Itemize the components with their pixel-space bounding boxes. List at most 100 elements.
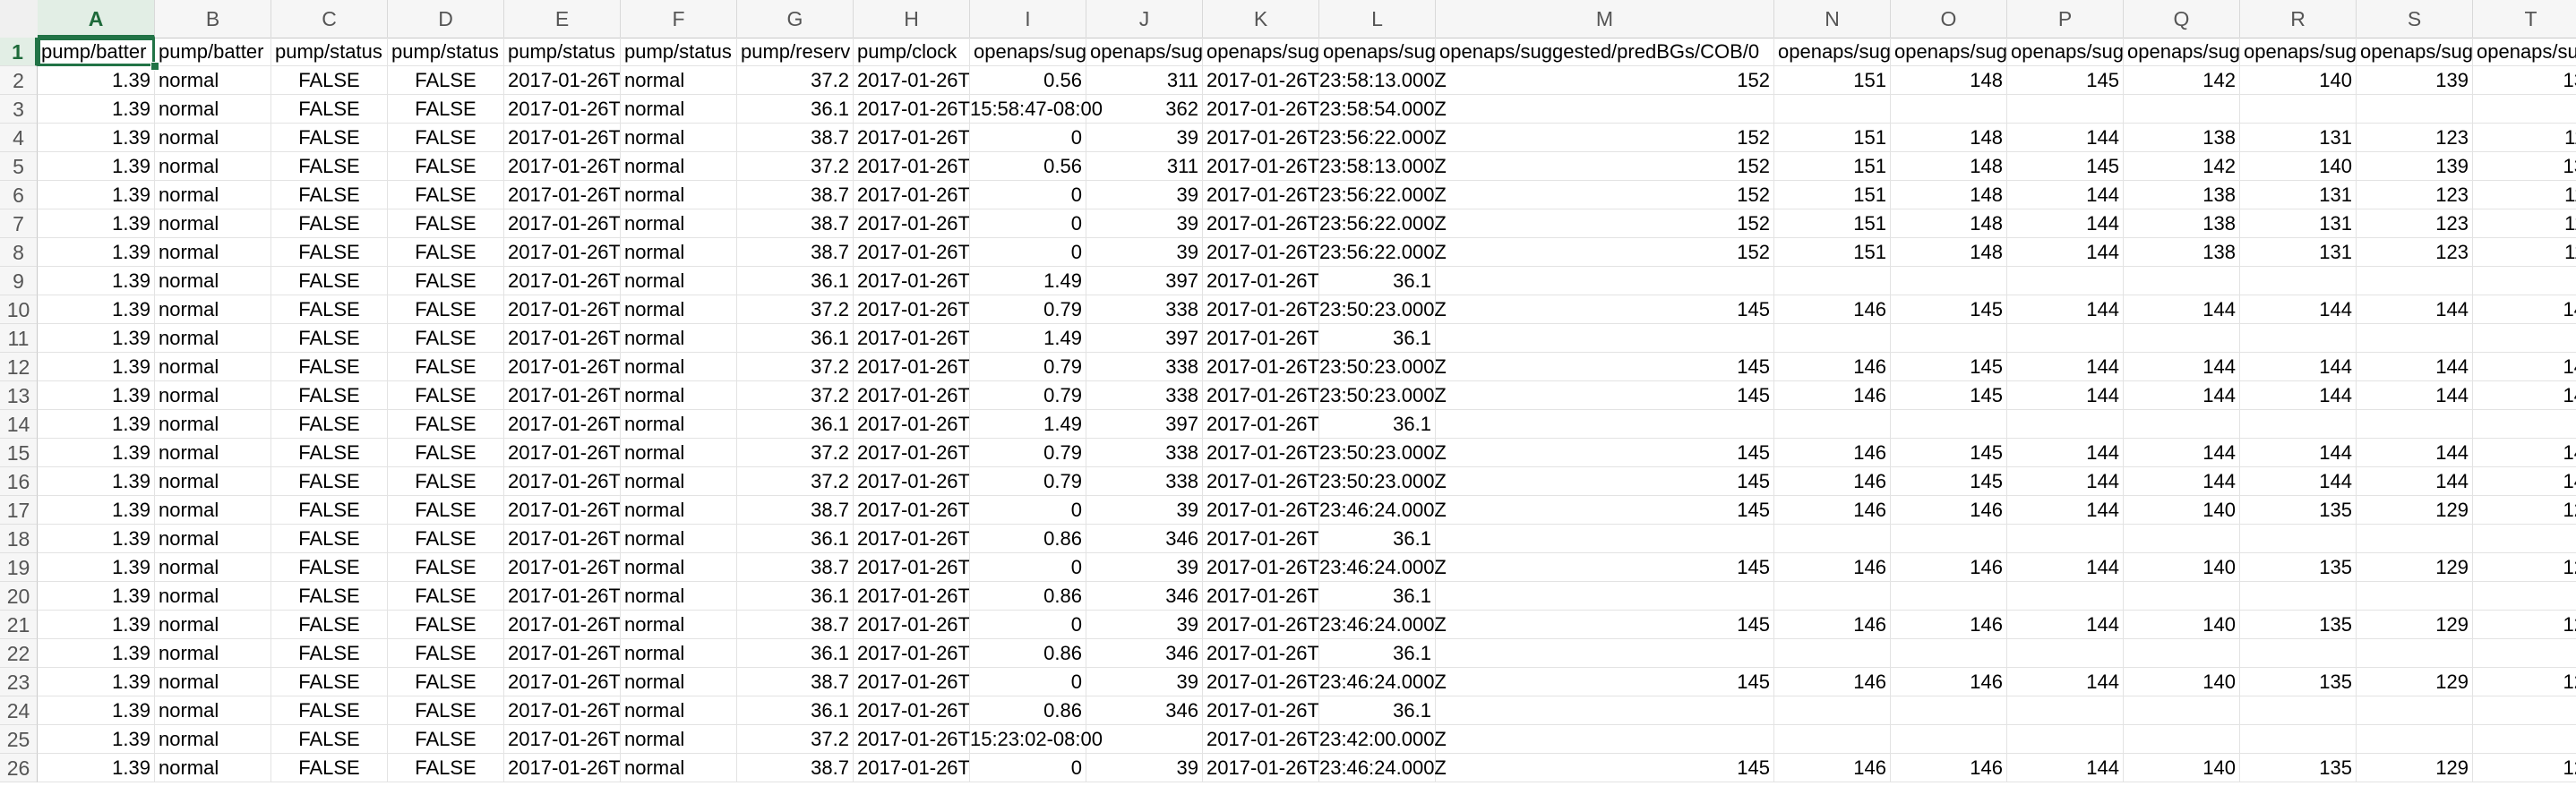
cell-q19[interactable]: 140 [2124, 553, 2240, 582]
cell-i20[interactable]: 0.86 [970, 582, 1086, 611]
cell-s21[interactable]: 129 [2357, 611, 2473, 639]
row-header-15[interactable]: 15 [0, 439, 38, 467]
cell-c17[interactable]: FALSE [271, 496, 388, 525]
cell-c2[interactable]: FALSE [271, 66, 388, 95]
cell-i18[interactable]: 0.86 [970, 525, 1086, 553]
cell-t13[interactable]: 14 [2473, 381, 2576, 410]
cell-a24[interactable]: 1.39 [38, 696, 155, 725]
cell-p8[interactable]: 144 [2007, 238, 2124, 267]
cell-c22[interactable]: FALSE [271, 639, 388, 668]
cell-i12[interactable]: 0.79 [970, 353, 1086, 381]
cell-d20[interactable]: FALSE [388, 582, 504, 611]
column-header-a[interactable]: A [38, 0, 155, 38]
column-header-h[interactable]: H [854, 0, 970, 38]
cell-t5[interactable]: 13 [2473, 152, 2576, 181]
cell-q7[interactable]: 138 [2124, 209, 2240, 238]
row-header-22[interactable]: 22 [0, 639, 38, 668]
cell-k25[interactable]: 2017-01-26T23:42:00.000Z [1203, 725, 1447, 754]
cell-l22[interactable]: 36.1 [1319, 639, 1436, 668]
cell-r18[interactable] [2240, 525, 2357, 553]
cell-p5[interactable]: 145 [2007, 152, 2124, 181]
cell-b10[interactable]: normal [155, 295, 271, 324]
cell-s10[interactable]: 144 [2357, 295, 2473, 324]
header-cell-b[interactable]: pump/batter [155, 38, 271, 66]
cell-c7[interactable]: FALSE [271, 209, 388, 238]
column-header-c[interactable]: C [271, 0, 388, 38]
cell-q8[interactable]: 138 [2124, 238, 2240, 267]
cell-p15[interactable]: 144 [2007, 439, 2124, 467]
cell-a25[interactable]: 1.39 [38, 725, 155, 754]
cell-q6[interactable]: 138 [2124, 181, 2240, 209]
cell-j18[interactable]: 346 [1086, 525, 1203, 553]
cell-s24[interactable] [2357, 696, 2473, 725]
cell-j12[interactable]: 338 [1086, 353, 1203, 381]
cell-m3[interactable] [1436, 95, 1774, 124]
cell-j22[interactable]: 346 [1086, 639, 1203, 668]
cell-t15[interactable]: 14 [2473, 439, 2576, 467]
cell-f5[interactable]: normal [621, 152, 737, 181]
cell-g23[interactable]: 38.7 [737, 668, 854, 696]
cell-r7[interactable]: 131 [2240, 209, 2357, 238]
row-header-3[interactable]: 3 [0, 95, 38, 124]
cell-h11[interactable]: 2017-01-26T [854, 324, 970, 353]
row-header-10[interactable]: 10 [0, 295, 38, 324]
cell-q14[interactable] [2124, 410, 2240, 439]
cell-f26[interactable]: normal [621, 754, 737, 782]
cell-n18[interactable] [1774, 525, 1891, 553]
cell-n8[interactable]: 151 [1774, 238, 1891, 267]
cell-s20[interactable] [2357, 582, 2473, 611]
cell-e3[interactable]: 2017-01-26T [504, 95, 621, 124]
header-cell-q[interactable]: openaps/sug [2124, 38, 2240, 66]
cell-m25[interactable] [1436, 725, 1774, 754]
column-header-e[interactable]: E [504, 0, 621, 38]
header-cell-i[interactable]: openaps/sug [970, 38, 1086, 66]
cell-q2[interactable]: 142 [2124, 66, 2240, 95]
cell-m11[interactable] [1436, 324, 1774, 353]
cell-l25[interactable] [1319, 725, 1436, 754]
cell-i24[interactable]: 0.86 [970, 696, 1086, 725]
cell-l18[interactable]: 36.1 [1319, 525, 1436, 553]
cell-n3[interactable] [1774, 95, 1891, 124]
cell-p26[interactable]: 144 [2007, 754, 2124, 782]
cell-m21[interactable]: 145 [1436, 611, 1774, 639]
cell-g4[interactable]: 38.7 [737, 124, 854, 152]
cell-b20[interactable]: normal [155, 582, 271, 611]
cell-l3[interactable] [1319, 95, 1436, 124]
cell-s4[interactable]: 123 [2357, 124, 2473, 152]
cell-l6[interactable] [1319, 181, 1436, 209]
cell-b17[interactable]: normal [155, 496, 271, 525]
cell-k2[interactable]: 2017-01-26T23:58:13.000Z [1203, 66, 1447, 95]
cell-f12[interactable]: normal [621, 353, 737, 381]
cell-p3[interactable] [2007, 95, 2124, 124]
cell-i14[interactable]: 1.49 [970, 410, 1086, 439]
cell-q5[interactable]: 142 [2124, 152, 2240, 181]
cell-s18[interactable] [2357, 525, 2473, 553]
cell-i7[interactable]: 0 [970, 209, 1086, 238]
cell-j8[interactable]: 39 [1086, 238, 1203, 267]
cell-i25[interactable] [970, 725, 1086, 754]
cell-p13[interactable]: 144 [2007, 381, 2124, 410]
cell-c8[interactable]: FALSE [271, 238, 388, 267]
row-header-23[interactable]: 23 [0, 668, 38, 696]
cell-t18[interactable] [2473, 525, 2576, 553]
cell-p7[interactable]: 144 [2007, 209, 2124, 238]
cell-a22[interactable]: 1.39 [38, 639, 155, 668]
cell-b9[interactable]: normal [155, 267, 271, 295]
cell-l11[interactable]: 36.1 [1319, 324, 1436, 353]
cell-q17[interactable]: 140 [2124, 496, 2240, 525]
cell-i13[interactable]: 0.79 [970, 381, 1086, 410]
header-cell-h[interactable]: pump/clock [854, 38, 970, 66]
cell-t26[interactable]: 12 [2473, 754, 2576, 782]
cell-h22[interactable]: 2017-01-26T [854, 639, 970, 668]
cell-d3[interactable]: FALSE [388, 95, 504, 124]
cell-g17[interactable]: 38.7 [737, 496, 854, 525]
cell-k9[interactable]: 2017-01-26T [1203, 267, 1319, 295]
cell-p6[interactable]: 144 [2007, 181, 2124, 209]
row-header-21[interactable]: 21 [0, 611, 38, 639]
cell-r3[interactable] [2240, 95, 2357, 124]
cell-g2[interactable]: 37.2 [737, 66, 854, 95]
cell-c12[interactable]: FALSE [271, 353, 388, 381]
cell-r15[interactable]: 144 [2240, 439, 2357, 467]
cell-o9[interactable] [1891, 267, 2007, 295]
cell-k26[interactable]: 2017-01-26T23:46:24.000Z [1203, 754, 1447, 782]
